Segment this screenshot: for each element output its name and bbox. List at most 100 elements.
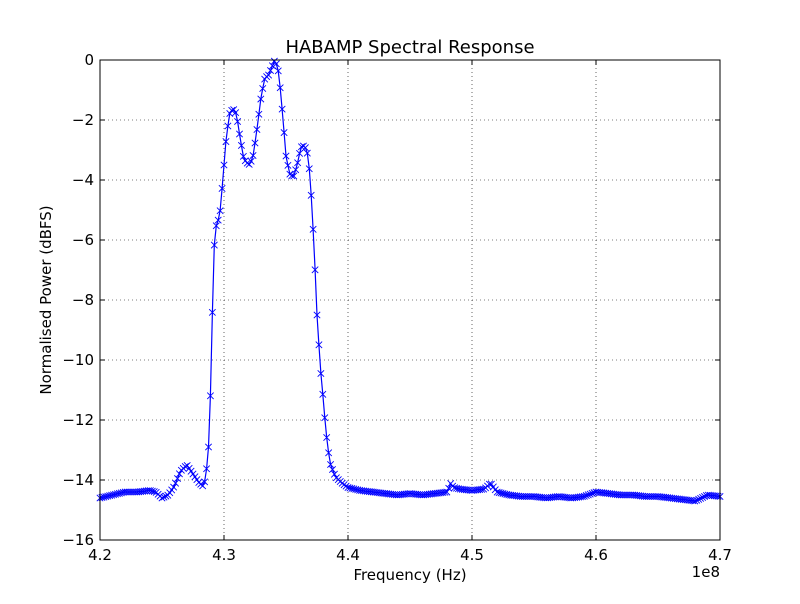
data-point-marker	[201, 478, 209, 486]
data-point-marker	[235, 130, 244, 138]
y-tick-label: −6	[72, 231, 94, 249]
y-tick-label: −14	[62, 471, 94, 489]
x-tick-label: 4.3	[212, 546, 236, 564]
data-point-marker	[296, 149, 304, 157]
x-tick-label: 4.6	[584, 546, 608, 564]
x-axis-label: Frequency (Hz)	[353, 566, 466, 584]
data-point-marker	[485, 480, 493, 488]
data-point-marker	[580, 492, 588, 500]
data-point-marker	[216, 207, 224, 215]
data-point-marker	[290, 172, 298, 180]
data-point-marker	[232, 109, 240, 117]
data-point-marker	[480, 485, 488, 493]
data-point-marker	[214, 216, 222, 224]
data-point-marker	[203, 465, 211, 473]
data-point-marker	[584, 491, 592, 499]
data-point-marker	[220, 161, 228, 169]
data-point-marker	[170, 483, 178, 491]
data-point-marker	[272, 60, 280, 68]
plot-data	[96, 57, 724, 505]
data-point-marker	[700, 492, 709, 501]
data-point-marker	[305, 165, 313, 173]
data-point-marker	[237, 141, 245, 149]
data-point-marker	[249, 151, 257, 160]
data-point-marker	[210, 241, 218, 249]
data-point-marker	[691, 497, 699, 505]
data-point-marker	[327, 461, 335, 469]
x-tick-label: 4.7	[708, 546, 732, 564]
data-point-marker	[578, 493, 586, 501]
data-point-marker	[315, 341, 323, 349]
data-point-marker	[150, 488, 158, 496]
data-point-marker	[212, 222, 220, 230]
y-axis-label: Normalised Power (dBFS)	[37, 205, 55, 394]
data-point-marker	[280, 129, 288, 137]
data-point-marker	[206, 392, 214, 400]
data-point-marker	[288, 172, 296, 180]
x-tick-label: 4.5	[460, 546, 484, 564]
data-point-marker	[323, 434, 331, 442]
data-point-marker	[292, 166, 300, 174]
chart-title: HABAMP Spectral Response	[285, 37, 534, 58]
data-point-marker	[160, 493, 168, 501]
data-point-marker	[230, 106, 238, 114]
data-point-marker	[695, 495, 703, 503]
data-point-marker	[247, 157, 255, 165]
y-tick-label: −4	[72, 171, 94, 189]
data-point-marker	[282, 152, 290, 160]
data-point-marker	[218, 184, 226, 192]
data-point-marker	[158, 494, 166, 502]
y-tick-label: −10	[62, 351, 94, 369]
data-point-marker	[259, 84, 267, 93]
data-point-marker	[309, 225, 317, 233]
data-point-marker	[173, 474, 182, 483]
data-point-marker	[330, 470, 338, 478]
data-point-marker	[268, 62, 276, 70]
y-tick-label: −8	[72, 291, 94, 309]
y-tick-label: −12	[62, 411, 94, 429]
data-point-marker	[175, 470, 183, 478]
data-point-marker	[276, 84, 284, 92]
data-point-marker	[317, 369, 325, 378]
data-point-marker	[255, 110, 263, 118]
data-point-marker	[251, 139, 259, 147]
data-point-marker	[265, 71, 273, 79]
data-point-marker	[224, 122, 232, 130]
data-point-marker	[243, 159, 251, 167]
data-point-marker	[257, 95, 265, 103]
data-point-marker	[239, 152, 247, 160]
data-point-marker	[588, 489, 596, 497]
data-point-marker	[228, 106, 236, 114]
y-tick-label: 0	[84, 51, 94, 69]
data-point-marker	[278, 105, 286, 113]
data-point-marker	[303, 149, 311, 157]
data-point-marker	[693, 496, 701, 504]
data-point-marker	[222, 138, 230, 146]
data-point-marker	[319, 390, 327, 398]
data-point-marker	[697, 494, 705, 502]
axis-ticks: 4.2 4.3 4.4 4.5 4.6 4.7 0 −2 −4 −6 −8 −10 −12 −14 −16	[62, 51, 732, 564]
data-point-marker	[478, 485, 486, 493]
data-point-marker	[328, 465, 337, 474]
data-point-marker	[172, 479, 180, 487]
data-point-marker	[266, 66, 275, 75]
y-tick-label: −16	[62, 531, 94, 549]
data-point-marker	[284, 161, 292, 169]
data-point-marker	[301, 144, 309, 152]
data-point-marker	[311, 266, 319, 274]
data-point-marker	[325, 449, 333, 457]
data-point-marker	[307, 191, 315, 199]
data-point-marker	[204, 443, 213, 451]
data-point-marker	[148, 487, 156, 495]
data-point-marker	[253, 125, 261, 134]
data-point-marker	[582, 491, 590, 500]
data-point-marker	[208, 308, 216, 316]
data-point-marker	[321, 414, 329, 422]
data-point-marker	[245, 160, 253, 168]
data-point-marker	[586, 490, 594, 498]
x-axis-multiplier: 1e8	[692, 563, 720, 581]
data-point-marker	[443, 488, 451, 496]
data-point-marker	[699, 493, 707, 501]
